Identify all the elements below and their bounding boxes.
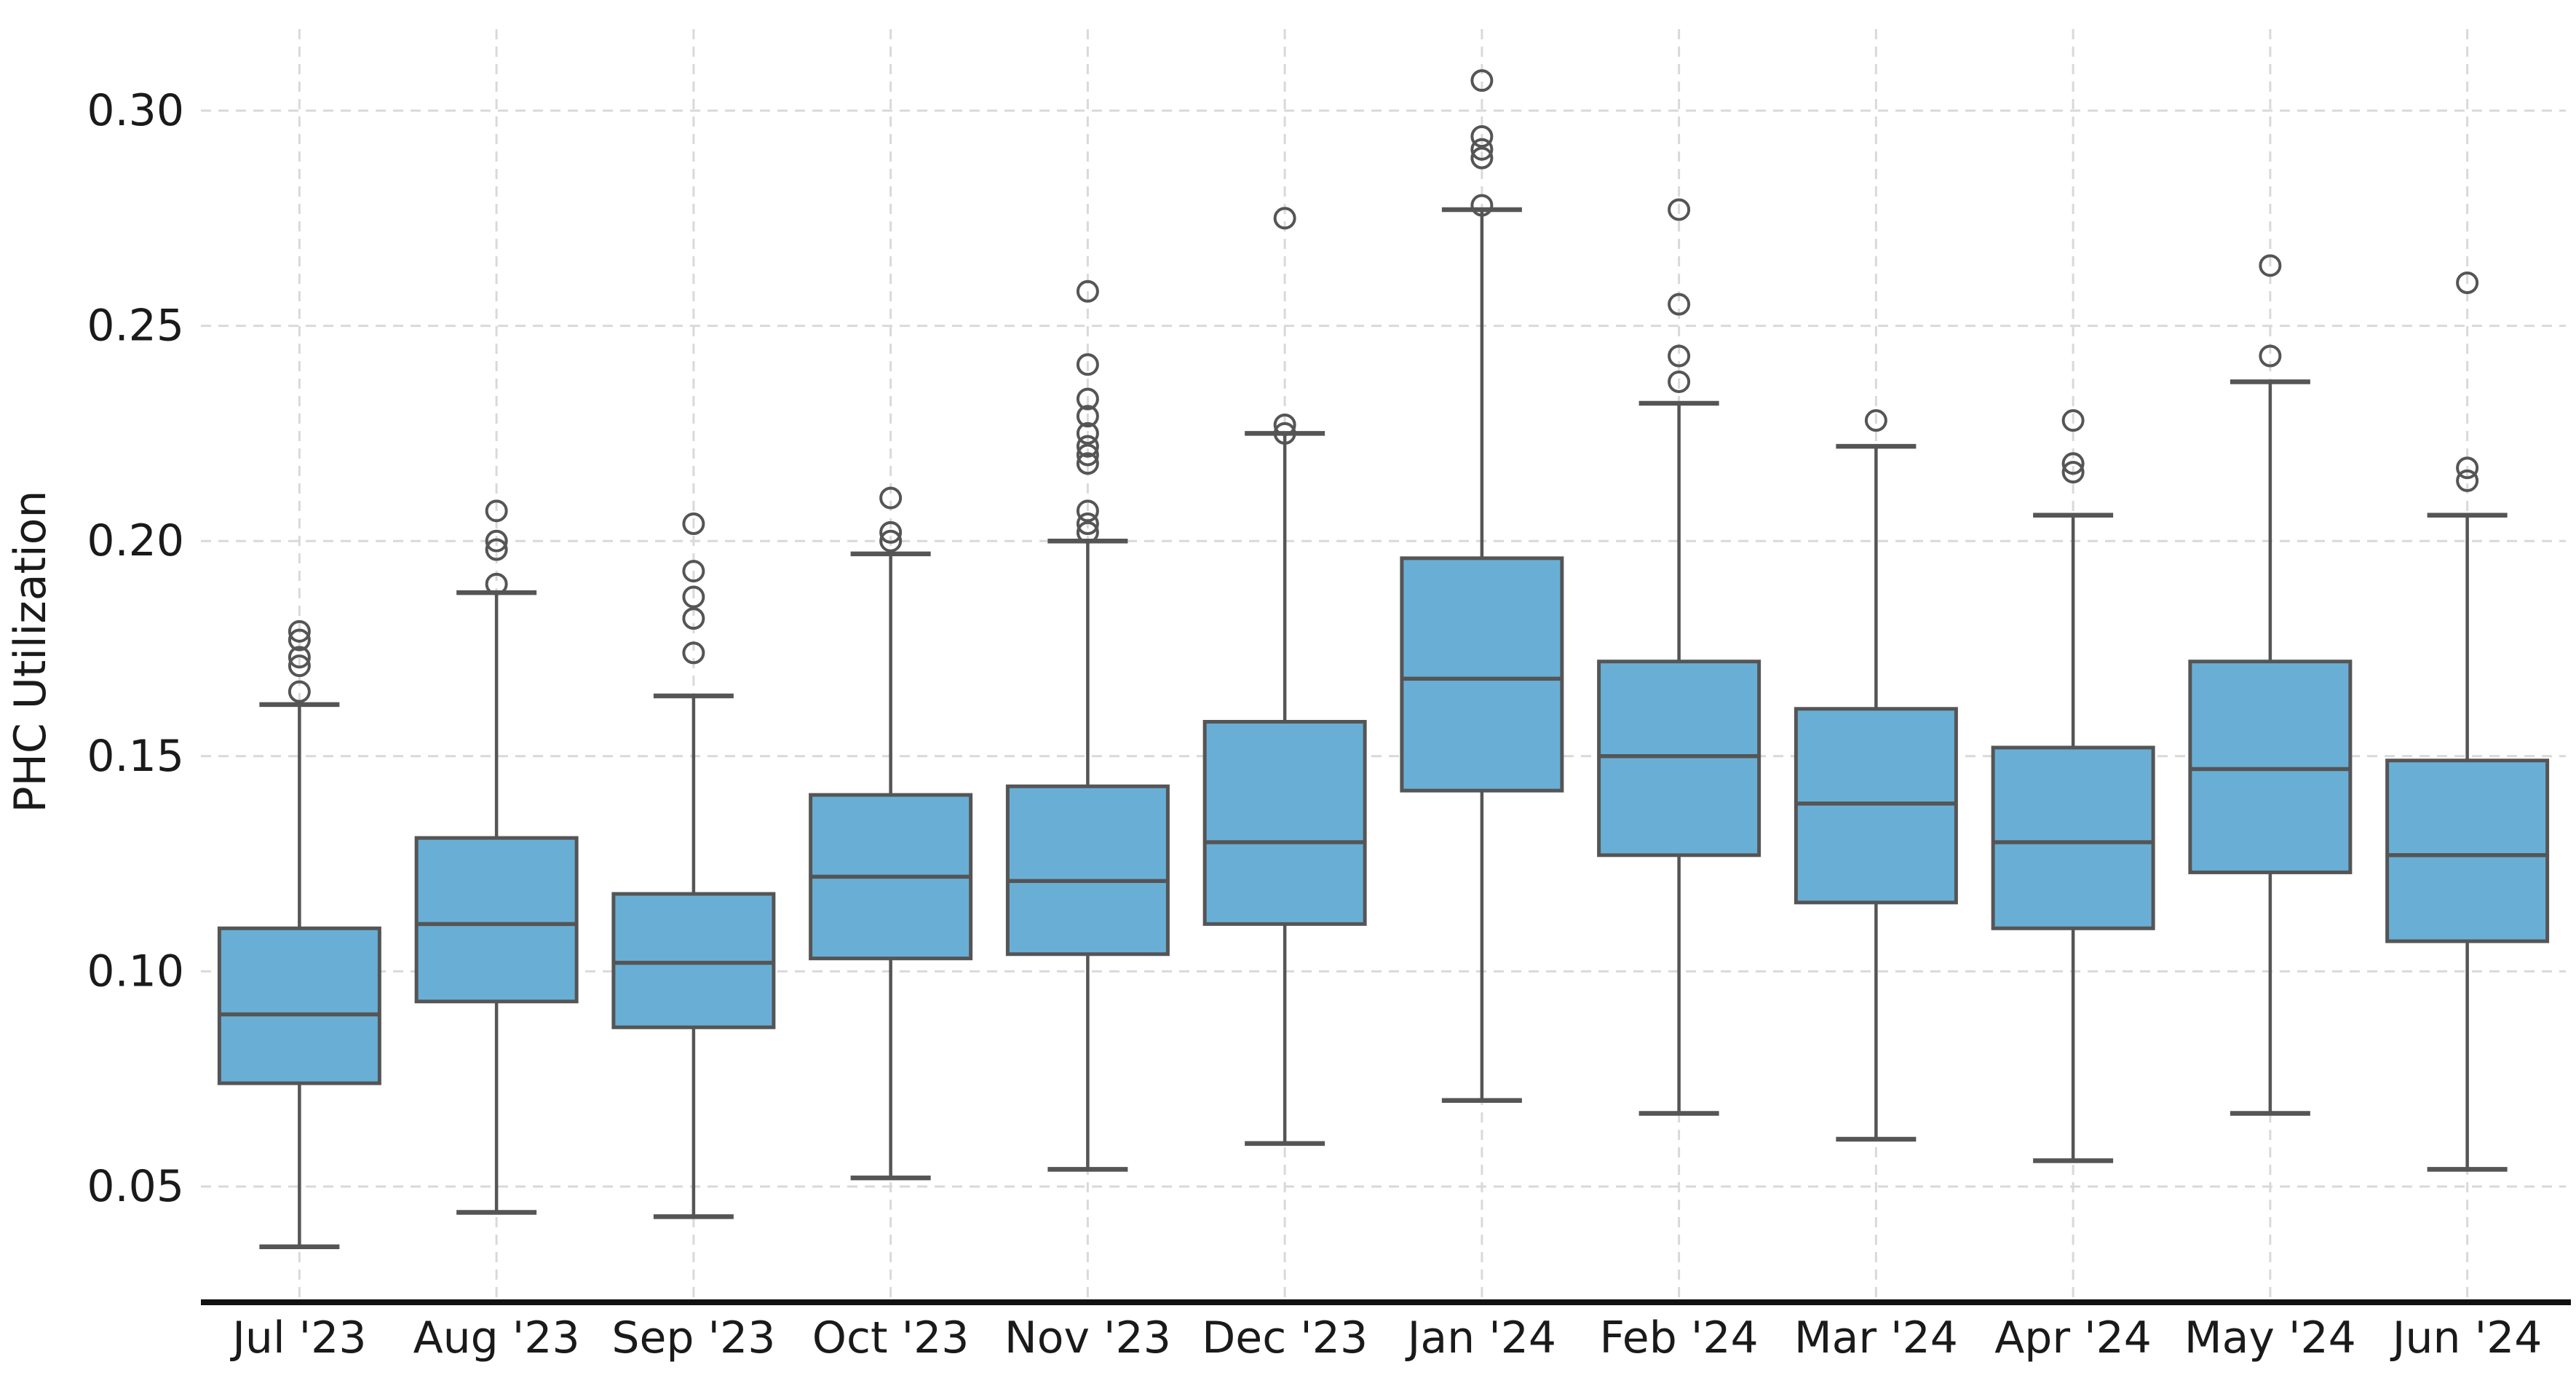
outlier-point bbox=[1076, 512, 1099, 536]
iqr-box bbox=[1202, 720, 1367, 926]
iqr-box bbox=[217, 926, 381, 1085]
x-tick-label-mar-24: Mar '24 bbox=[1794, 1312, 1958, 1363]
outlier-point bbox=[1668, 370, 1691, 393]
y-tick-label-0.10: 0.10 bbox=[87, 946, 184, 997]
iqr-box bbox=[1794, 707, 1958, 905]
outlier-point bbox=[879, 486, 903, 510]
outlier-point bbox=[1668, 344, 1691, 368]
outlier-point bbox=[1273, 207, 1296, 230]
outlier-point bbox=[288, 619, 311, 643]
box-feb-24 bbox=[1597, 198, 1761, 1116]
x-tick-label-sep-23: Sep '23 bbox=[611, 1312, 775, 1363]
outlier-point bbox=[1076, 387, 1099, 411]
outlier-point bbox=[288, 654, 311, 678]
y-tick-label-0.30: 0.30 bbox=[87, 85, 184, 136]
outlier-point bbox=[2456, 456, 2479, 480]
outlier-point bbox=[485, 529, 508, 553]
outlier-point bbox=[288, 628, 311, 652]
outlier-point bbox=[682, 560, 705, 583]
box-aug-23 bbox=[414, 499, 579, 1215]
outlier-point bbox=[1076, 280, 1099, 303]
outlier-point bbox=[2259, 254, 2282, 277]
outlier-point bbox=[288, 646, 311, 669]
outlier-point bbox=[1470, 146, 1494, 170]
x-tick-label-oct-23: Oct '23 bbox=[812, 1312, 970, 1363]
outlier-point bbox=[288, 680, 311, 703]
outlier-point bbox=[1076, 499, 1099, 523]
tick-labels: 0.05 0.10 0.15 0.20 0.25 0.30 Jul '23 Aug '23 Se… bbox=[87, 85, 2542, 1363]
outlier-point bbox=[485, 538, 508, 561]
outlier-point bbox=[1076, 405, 1099, 428]
box-nov-23 bbox=[1005, 280, 1170, 1172]
y-tick-label-0.05: 0.05 bbox=[87, 1161, 184, 1212]
box-sep-23 bbox=[611, 512, 776, 1219]
outlier-point bbox=[1076, 421, 1099, 445]
x-tick-label-aug-23: Aug '23 bbox=[413, 1312, 580, 1363]
outlier-point bbox=[2259, 344, 2282, 368]
box-oct-23 bbox=[809, 486, 973, 1181]
iqr-box bbox=[1991, 745, 2155, 930]
box-mar-24 bbox=[1794, 409, 1958, 1142]
outlier-point bbox=[485, 499, 508, 523]
outlier-point bbox=[1470, 194, 1494, 217]
outlier-point bbox=[2061, 461, 2085, 484]
outlier-point bbox=[1470, 138, 1494, 161]
y-tick-label-0.20: 0.20 bbox=[87, 515, 184, 566]
x-tick-label-jul-23: Jul '23 bbox=[229, 1312, 366, 1363]
box-jan-24 bbox=[1400, 69, 1564, 1104]
boxes bbox=[217, 69, 2550, 1250]
box-dec-23 bbox=[1202, 207, 1367, 1147]
iqr-box bbox=[1597, 660, 1761, 858]
iqr-box bbox=[414, 836, 579, 1004]
x-tick-label-jan-24: Jan '24 bbox=[1405, 1312, 1556, 1363]
outlier-point bbox=[2061, 452, 2085, 475]
outlier-point bbox=[1668, 293, 1691, 316]
x-tick-label-jun-24: Jun '24 bbox=[2390, 1312, 2543, 1363]
box-apr-24 bbox=[1991, 409, 2155, 1163]
iqr-box bbox=[1005, 784, 1170, 957]
x-tick-label-nov-23: Nov '23 bbox=[1004, 1312, 1171, 1363]
outlier-point bbox=[1076, 443, 1099, 467]
outlier-point bbox=[2061, 409, 2085, 432]
outlier-point bbox=[1273, 421, 1296, 445]
y-tick-label-0.25: 0.25 bbox=[87, 301, 184, 352]
iqr-box bbox=[611, 892, 776, 1029]
outlier-point bbox=[879, 529, 903, 553]
outlier-point bbox=[1864, 409, 1887, 432]
outlier-point bbox=[1076, 435, 1099, 458]
x-tick-label-may-24: May '24 bbox=[2184, 1312, 2356, 1363]
box-may-24 bbox=[2188, 254, 2353, 1116]
outlier-point bbox=[879, 520, 903, 544]
y-axis-title: PHC Utilization bbox=[5, 491, 56, 813]
outlier-point bbox=[485, 572, 508, 595]
outlier-point bbox=[1076, 353, 1099, 376]
outlier-point bbox=[1470, 69, 1494, 92]
x-tick-label-feb-24: Feb '24 bbox=[1600, 1312, 1759, 1363]
x-tick-label-dec-23: Dec '23 bbox=[1202, 1312, 1368, 1363]
x-tick-label-apr-24: Apr '24 bbox=[1994, 1312, 2152, 1363]
iqr-box bbox=[2188, 660, 2353, 874]
outlier-point bbox=[1076, 520, 1099, 544]
outlier-point bbox=[1668, 198, 1691, 221]
outlier-point bbox=[682, 585, 705, 609]
outlier-point bbox=[682, 641, 705, 665]
outlier-point bbox=[2456, 271, 2479, 294]
outlier-point bbox=[2456, 469, 2479, 492]
outlier-point bbox=[1470, 124, 1494, 148]
box-jun-24 bbox=[2385, 271, 2550, 1172]
outlier-point bbox=[682, 607, 705, 630]
y-tick-label-0.15: 0.15 bbox=[87, 731, 184, 782]
iqr-box bbox=[2385, 759, 2550, 943]
outlier-point bbox=[682, 512, 705, 536]
outlier-point bbox=[1076, 452, 1099, 475]
outlier-point bbox=[1273, 413, 1296, 437]
iqr-box bbox=[1400, 556, 1564, 793]
box-jul-23 bbox=[217, 619, 381, 1250]
